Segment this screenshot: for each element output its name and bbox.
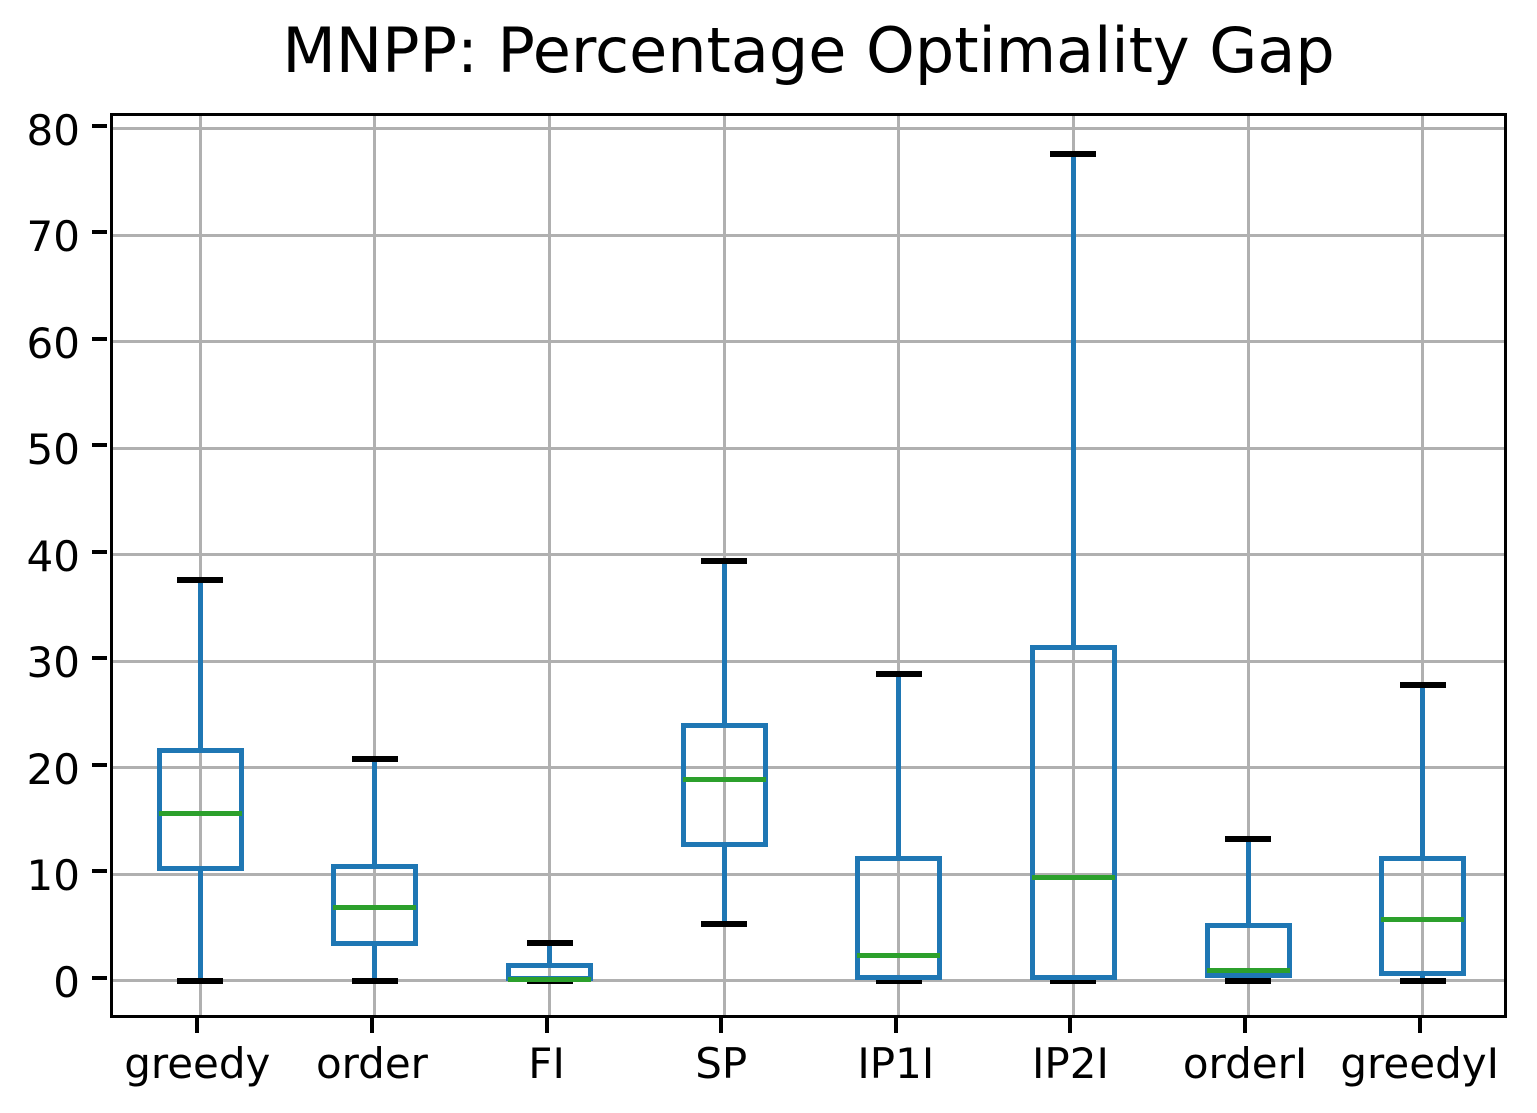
- x-gridline: [198, 116, 202, 1015]
- y-tick-label: 50: [26, 425, 80, 475]
- x-tick-label: FI: [528, 1039, 565, 1088]
- iqr-box-IP1I: [855, 856, 943, 980]
- lower-cap-order: [351, 977, 398, 984]
- upper-cap-SP: [701, 558, 748, 565]
- median-line-greedyI: [1381, 916, 1465, 922]
- iqr-box-order: [331, 863, 419, 946]
- upper-cap-greedy: [177, 577, 224, 584]
- y-tick-label: 20: [26, 744, 80, 794]
- y-tick-label: 10: [26, 851, 80, 901]
- y-gridline: [113, 553, 1504, 557]
- upper-cap-FI: [526, 939, 573, 946]
- iqr-box-IP2I: [1029, 645, 1117, 980]
- upper-whisker-FI: [547, 942, 553, 963]
- y-gridline: [113, 446, 1504, 450]
- x-tick-label: IP1I: [857, 1039, 935, 1088]
- y-tick-mark: [92, 762, 107, 767]
- y-tick-mark: [92, 869, 107, 874]
- y-tick-mark: [92, 443, 107, 448]
- lower-whisker-SP: [721, 846, 727, 925]
- upper-whisker-orderI: [1245, 839, 1251, 924]
- x-gridline: [373, 116, 377, 1015]
- x-tick-mark: [1417, 1018, 1422, 1033]
- iqr-box-orderI: [1204, 923, 1292, 978]
- x-gridline: [897, 116, 901, 1015]
- lower-cap-greedyI: [1399, 977, 1446, 984]
- x-tick-mark: [1243, 1018, 1248, 1033]
- iqr-box-greedy: [156, 747, 244, 872]
- lower-cap-greedy: [177, 977, 224, 984]
- median-line-IP2I: [1031, 875, 1115, 881]
- y-tick-label: 70: [26, 212, 80, 262]
- y-gridline: [113, 659, 1504, 663]
- y-gridline: [113, 766, 1504, 770]
- median-line-IP1I: [857, 952, 941, 958]
- y-tick-mark: [92, 230, 107, 235]
- y-tick-label: 80: [26, 105, 80, 155]
- x-tick-mark: [719, 1018, 724, 1033]
- iqr-box-greedyI: [1379, 856, 1467, 976]
- y-gridline: [113, 872, 1504, 876]
- x-gridline: [1421, 116, 1425, 1015]
- upper-cap-IP2I: [1050, 151, 1097, 158]
- x-tick-label: orderI: [1182, 1039, 1308, 1088]
- x-tick-label: IP2I: [1032, 1039, 1109, 1088]
- y-tick-mark: [92, 123, 107, 128]
- median-line-FI: [508, 976, 592, 982]
- y-gridline: [113, 979, 1504, 983]
- y-gridline: [113, 127, 1504, 131]
- upper-whisker-SP: [721, 561, 727, 724]
- chart-title: MNPP: Percentage Optimality Gap: [282, 14, 1335, 87]
- x-tick-label: SP: [695, 1039, 748, 1088]
- x-tick-mark: [544, 1018, 549, 1033]
- y-tick-mark: [92, 336, 107, 341]
- x-tick-mark: [1068, 1018, 1073, 1033]
- iqr-box-SP: [680, 723, 768, 847]
- x-tick-label: greedy: [124, 1039, 271, 1088]
- upper-cap-order: [351, 756, 398, 763]
- lower-whisker-order: [372, 945, 378, 981]
- plot-area: [110, 113, 1507, 1018]
- median-line-greedy: [158, 811, 242, 817]
- y-tick-label: 0: [53, 957, 80, 1007]
- lower-cap-IP2I: [1050, 977, 1097, 984]
- upper-whisker-order: [372, 759, 378, 864]
- upper-whisker-IP2I: [1070, 154, 1076, 646]
- y-tick-mark: [92, 975, 107, 980]
- median-line-orderI: [1206, 968, 1290, 974]
- y-gridline: [113, 340, 1504, 344]
- upper-cap-greedyI: [1399, 681, 1446, 688]
- y-tick-label: 30: [26, 638, 80, 688]
- y-tick-mark: [92, 656, 107, 661]
- x-tick-label: greedyI: [1340, 1039, 1499, 1088]
- y-tick-label: 40: [26, 531, 80, 581]
- x-tick-mark: [893, 1018, 898, 1033]
- x-tick-label: order: [315, 1039, 428, 1088]
- lower-cap-SP: [701, 921, 748, 928]
- x-tick-mark: [195, 1018, 200, 1033]
- y-tick-label: 60: [26, 318, 80, 368]
- y-tick-mark: [92, 549, 107, 554]
- upper-whisker-greedyI: [1420, 684, 1426, 857]
- lower-whisker-greedy: [197, 871, 203, 981]
- y-gridline: [113, 233, 1504, 237]
- upper-whisker-IP1I: [896, 674, 902, 857]
- x-gridline: [1246, 116, 1250, 1015]
- median-line-SP: [682, 777, 766, 783]
- lower-cap-orderI: [1225, 977, 1272, 984]
- lower-cap-IP1I: [875, 977, 922, 984]
- median-line-order: [333, 904, 417, 910]
- x-tick-mark: [369, 1018, 374, 1033]
- upper-cap-orderI: [1225, 836, 1272, 843]
- x-gridline: [548, 116, 552, 1015]
- upper-cap-IP1I: [875, 671, 922, 678]
- upper-whisker-greedy: [197, 580, 203, 748]
